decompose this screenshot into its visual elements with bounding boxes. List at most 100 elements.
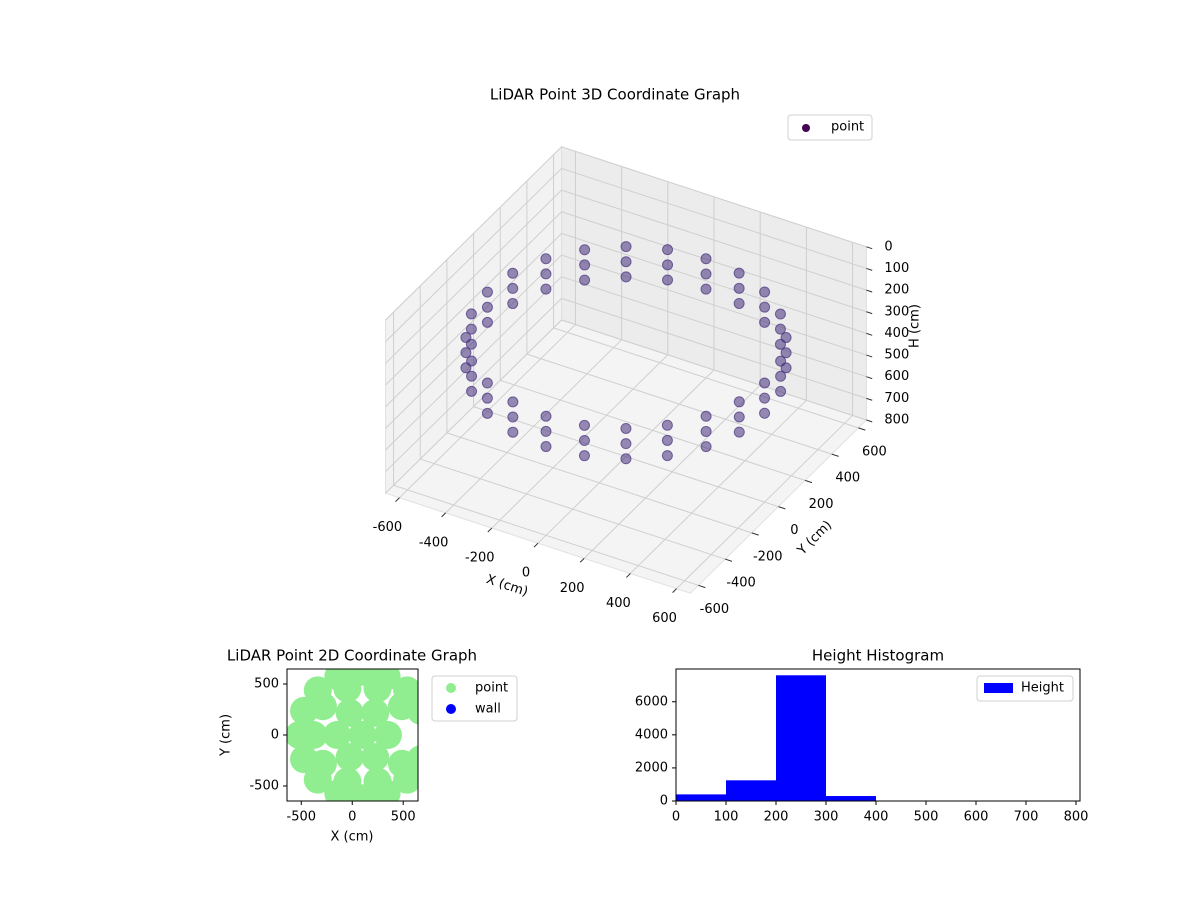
point (733, 282, 745, 294)
z-tick (866, 311, 873, 315)
x-tick-label: -400 (419, 535, 449, 550)
chart-title: LiDAR Point 2D Coordinate Graph (227, 647, 477, 665)
point (733, 297, 745, 309)
point (774, 323, 786, 335)
y-tick (724, 558, 733, 562)
grid-line (561, 211, 867, 313)
y-tick-label: 0 (271, 728, 279, 743)
point (393, 765, 418, 794)
point (578, 450, 590, 462)
point (700, 283, 712, 295)
point (662, 244, 674, 256)
grid-line (393, 484, 699, 586)
point (759, 316, 771, 328)
point (361, 743, 390, 772)
x-tick-label: 500 (914, 810, 939, 825)
x-tick-label: 400 (864, 810, 889, 825)
y-tick-label: 4000 (635, 727, 668, 742)
point (465, 338, 477, 350)
point (324, 779, 353, 801)
x-tick-label: -500 (287, 810, 317, 825)
grid-line (385, 146, 562, 321)
point (774, 338, 786, 350)
grid-line (385, 168, 562, 343)
x-tick-label: 0 (348, 810, 356, 825)
z-tick-label: 800 (884, 413, 909, 428)
point (460, 362, 472, 374)
point (481, 301, 493, 313)
point (290, 696, 319, 725)
x-tick (395, 497, 400, 503)
point (759, 377, 771, 389)
point (780, 347, 792, 359)
point (373, 721, 402, 749)
y-tick (804, 479, 813, 484)
point (579, 259, 591, 271)
point (481, 286, 493, 298)
x-tick-label: 0 (522, 566, 530, 581)
point (733, 426, 745, 438)
y-tick-label: 0 (790, 523, 798, 538)
z-tick-label: 0 (884, 239, 892, 254)
x-tick-label: 700 (1014, 810, 1039, 825)
point (661, 450, 673, 462)
z-tick-label: 600 (884, 369, 909, 384)
grid-line (420, 458, 726, 560)
x-tick-label: 400 (606, 596, 631, 611)
y-tick (831, 453, 839, 457)
point (393, 676, 418, 705)
point (348, 784, 377, 801)
point (540, 283, 552, 295)
point (406, 745, 418, 773)
point (775, 370, 787, 382)
point (700, 253, 712, 265)
z-tick (866, 419, 873, 423)
z-tick-label: 400 (884, 326, 909, 341)
point (481, 377, 493, 389)
point (335, 698, 364, 727)
y-tick (698, 584, 706, 589)
legend-marker (446, 683, 456, 693)
point (460, 347, 472, 359)
grid-line (561, 254, 867, 356)
point (540, 268, 552, 280)
point (700, 410, 712, 422)
chart-2d: point wall -500 0 500 -500 0 500 LiDAR Point 2D … (219, 647, 518, 845)
point (540, 441, 552, 453)
point (335, 743, 364, 772)
point (303, 765, 332, 794)
grid-line (553, 327, 859, 429)
point (620, 241, 632, 253)
point (661, 434, 673, 446)
y-tick-label: -500 (249, 779, 279, 794)
grid-line (446, 432, 752, 534)
point (466, 385, 478, 397)
y-tick-label: 600 (862, 444, 887, 459)
point (579, 244, 591, 256)
bar (726, 780, 776, 801)
grid-line (385, 211, 562, 386)
grid-line (561, 146, 867, 248)
grid-line (385, 319, 562, 494)
x-tick-label: 200 (560, 581, 585, 596)
x-tick (441, 512, 446, 518)
point (578, 435, 590, 447)
z-tick (866, 332, 873, 336)
x-tick-label: 800 (1064, 810, 1089, 825)
x-tick-label: 500 (391, 810, 416, 825)
point (465, 323, 477, 335)
x-tick-label: 600 (652, 611, 677, 626)
z-tick (866, 397, 873, 401)
z-tick (866, 376, 873, 380)
y-tick-label: 400 (835, 471, 860, 486)
x-tick-label: -200 (465, 551, 495, 566)
x-tick-label: 100 (714, 810, 739, 825)
x-tick-label: 300 (814, 810, 839, 825)
plot-area (287, 669, 418, 801)
point (620, 256, 632, 268)
point (620, 271, 632, 283)
bar (776, 675, 826, 801)
legend-label: point (831, 120, 864, 135)
point (507, 282, 519, 294)
point (733, 267, 745, 279)
